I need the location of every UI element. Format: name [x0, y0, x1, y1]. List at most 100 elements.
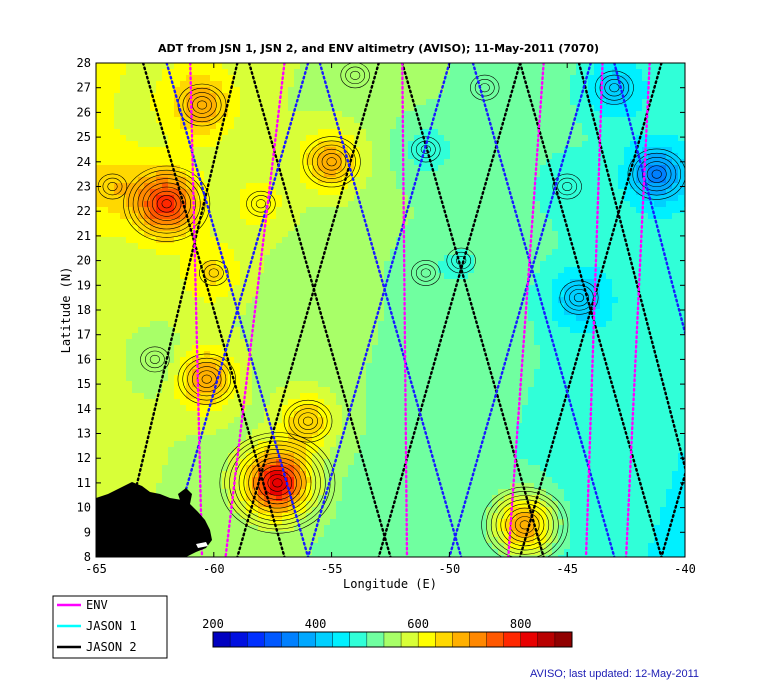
field-cell: [306, 381, 313, 388]
field-cell: [168, 213, 175, 220]
field-cell: [240, 165, 247, 172]
field-cell: [216, 495, 223, 502]
field-cell: [282, 543, 289, 550]
field-cell: [276, 315, 283, 322]
field-cell: [96, 135, 103, 142]
field-cell: [372, 345, 379, 352]
field-cell: [162, 147, 169, 154]
field-cell: [216, 537, 223, 544]
field-cell: [366, 309, 373, 316]
field-cell: [114, 249, 121, 256]
field-cell: [420, 111, 427, 118]
field-cell: [246, 447, 253, 454]
field-cell: [336, 153, 343, 160]
field-cell: [138, 129, 145, 136]
field-cell: [246, 495, 253, 502]
field-cell: [408, 447, 415, 454]
field-cell: [234, 405, 241, 412]
field-cell: [198, 249, 205, 256]
field-cell: [216, 471, 223, 478]
field-cell: [450, 495, 457, 502]
field-cell: [324, 525, 331, 532]
field-cell: [96, 285, 103, 292]
field-cell: [408, 237, 415, 244]
field-cell: [264, 285, 271, 292]
field-cell: [228, 81, 235, 88]
field-cell: [180, 135, 187, 142]
field-cell: [330, 537, 337, 544]
field-cell: [276, 279, 283, 286]
field-cell: [132, 369, 139, 376]
field-cell: [252, 159, 259, 166]
field-cell: [276, 201, 283, 208]
field-cell: [312, 75, 319, 82]
field-cell: [192, 183, 199, 190]
field-cell: [126, 327, 133, 334]
field-cell: [342, 213, 349, 220]
field-cell: [294, 501, 301, 508]
field-cell: [180, 471, 187, 478]
field-cell: [204, 177, 211, 184]
field-cell: [228, 189, 235, 196]
field-cell: [432, 183, 439, 190]
field-cell: [264, 255, 271, 262]
field-cell: [186, 105, 193, 112]
field-cell: [168, 327, 175, 334]
field-cell: [432, 117, 439, 124]
field-cell: [390, 477, 397, 484]
field-cell: [174, 129, 181, 136]
field-cell: [414, 123, 421, 130]
field-cell: [222, 423, 229, 430]
field-cell: [450, 309, 457, 316]
field-cell: [270, 105, 277, 112]
field-cell: [156, 201, 163, 208]
field-cell: [168, 135, 175, 142]
field-cell: [210, 243, 217, 250]
field-cell: [432, 435, 439, 442]
field-cell: [222, 123, 229, 130]
field-cell: [150, 87, 157, 94]
field-cell: [288, 459, 295, 466]
field-cell: [450, 333, 457, 340]
field-cell: [138, 309, 145, 316]
field-cell: [240, 237, 247, 244]
field-cell: [444, 369, 451, 376]
field-cell: [342, 249, 349, 256]
field-cell: [180, 339, 187, 346]
field-cell: [294, 363, 301, 370]
field-cell: [384, 81, 391, 88]
field-cell: [132, 411, 139, 418]
field-cell: [438, 495, 445, 502]
field-cell: [390, 531, 397, 538]
field-cell: [114, 219, 121, 226]
field-cell: [426, 81, 433, 88]
field-cell: [432, 441, 439, 448]
field-cell: [294, 189, 301, 196]
field-cell: [210, 201, 217, 208]
field-cell: [408, 303, 415, 310]
field-cell: [96, 333, 103, 340]
field-cell: [114, 237, 121, 244]
field-cell: [198, 93, 205, 100]
field-cell: [372, 339, 379, 346]
field-cell: [168, 423, 175, 430]
field-cell: [402, 243, 409, 250]
field-cell: [204, 489, 211, 496]
field-cell: [150, 369, 157, 376]
field-cell: [396, 267, 403, 274]
field-cell: [240, 159, 247, 166]
field-cell: [306, 183, 313, 190]
field-cell: [258, 129, 265, 136]
field-cell: [438, 531, 445, 538]
field-cell: [306, 249, 313, 256]
field-cell: [240, 501, 247, 508]
field-cell: [162, 231, 169, 238]
field-cell: [270, 195, 277, 202]
field-cell: [306, 483, 313, 490]
field-cell: [246, 303, 253, 310]
field-cell: [150, 225, 157, 232]
field-cell: [114, 351, 121, 358]
field-cell: [348, 381, 355, 388]
field-cell: [150, 375, 157, 382]
field-cell: [432, 153, 439, 160]
